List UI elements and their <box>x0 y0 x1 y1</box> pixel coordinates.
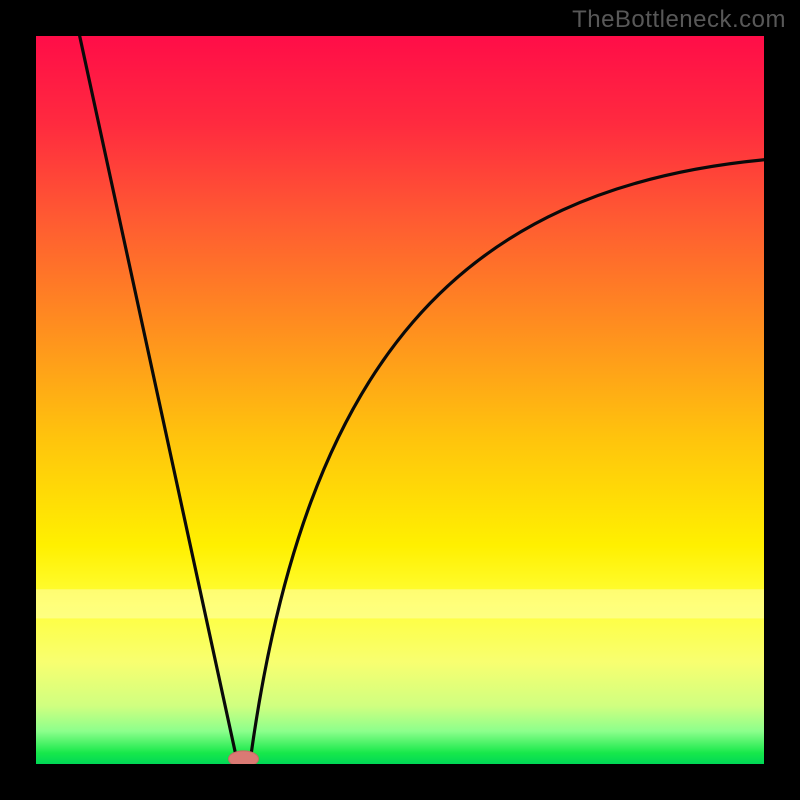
chart-svg <box>36 36 764 764</box>
chart-container: TheBottleneck.com <box>0 0 800 800</box>
yellow-highlight-band <box>36 589 764 618</box>
plot-area <box>36 36 764 764</box>
watermark-text: TheBottleneck.com <box>572 6 786 34</box>
optimum-marker <box>228 751 258 764</box>
gradient-background <box>36 36 764 764</box>
